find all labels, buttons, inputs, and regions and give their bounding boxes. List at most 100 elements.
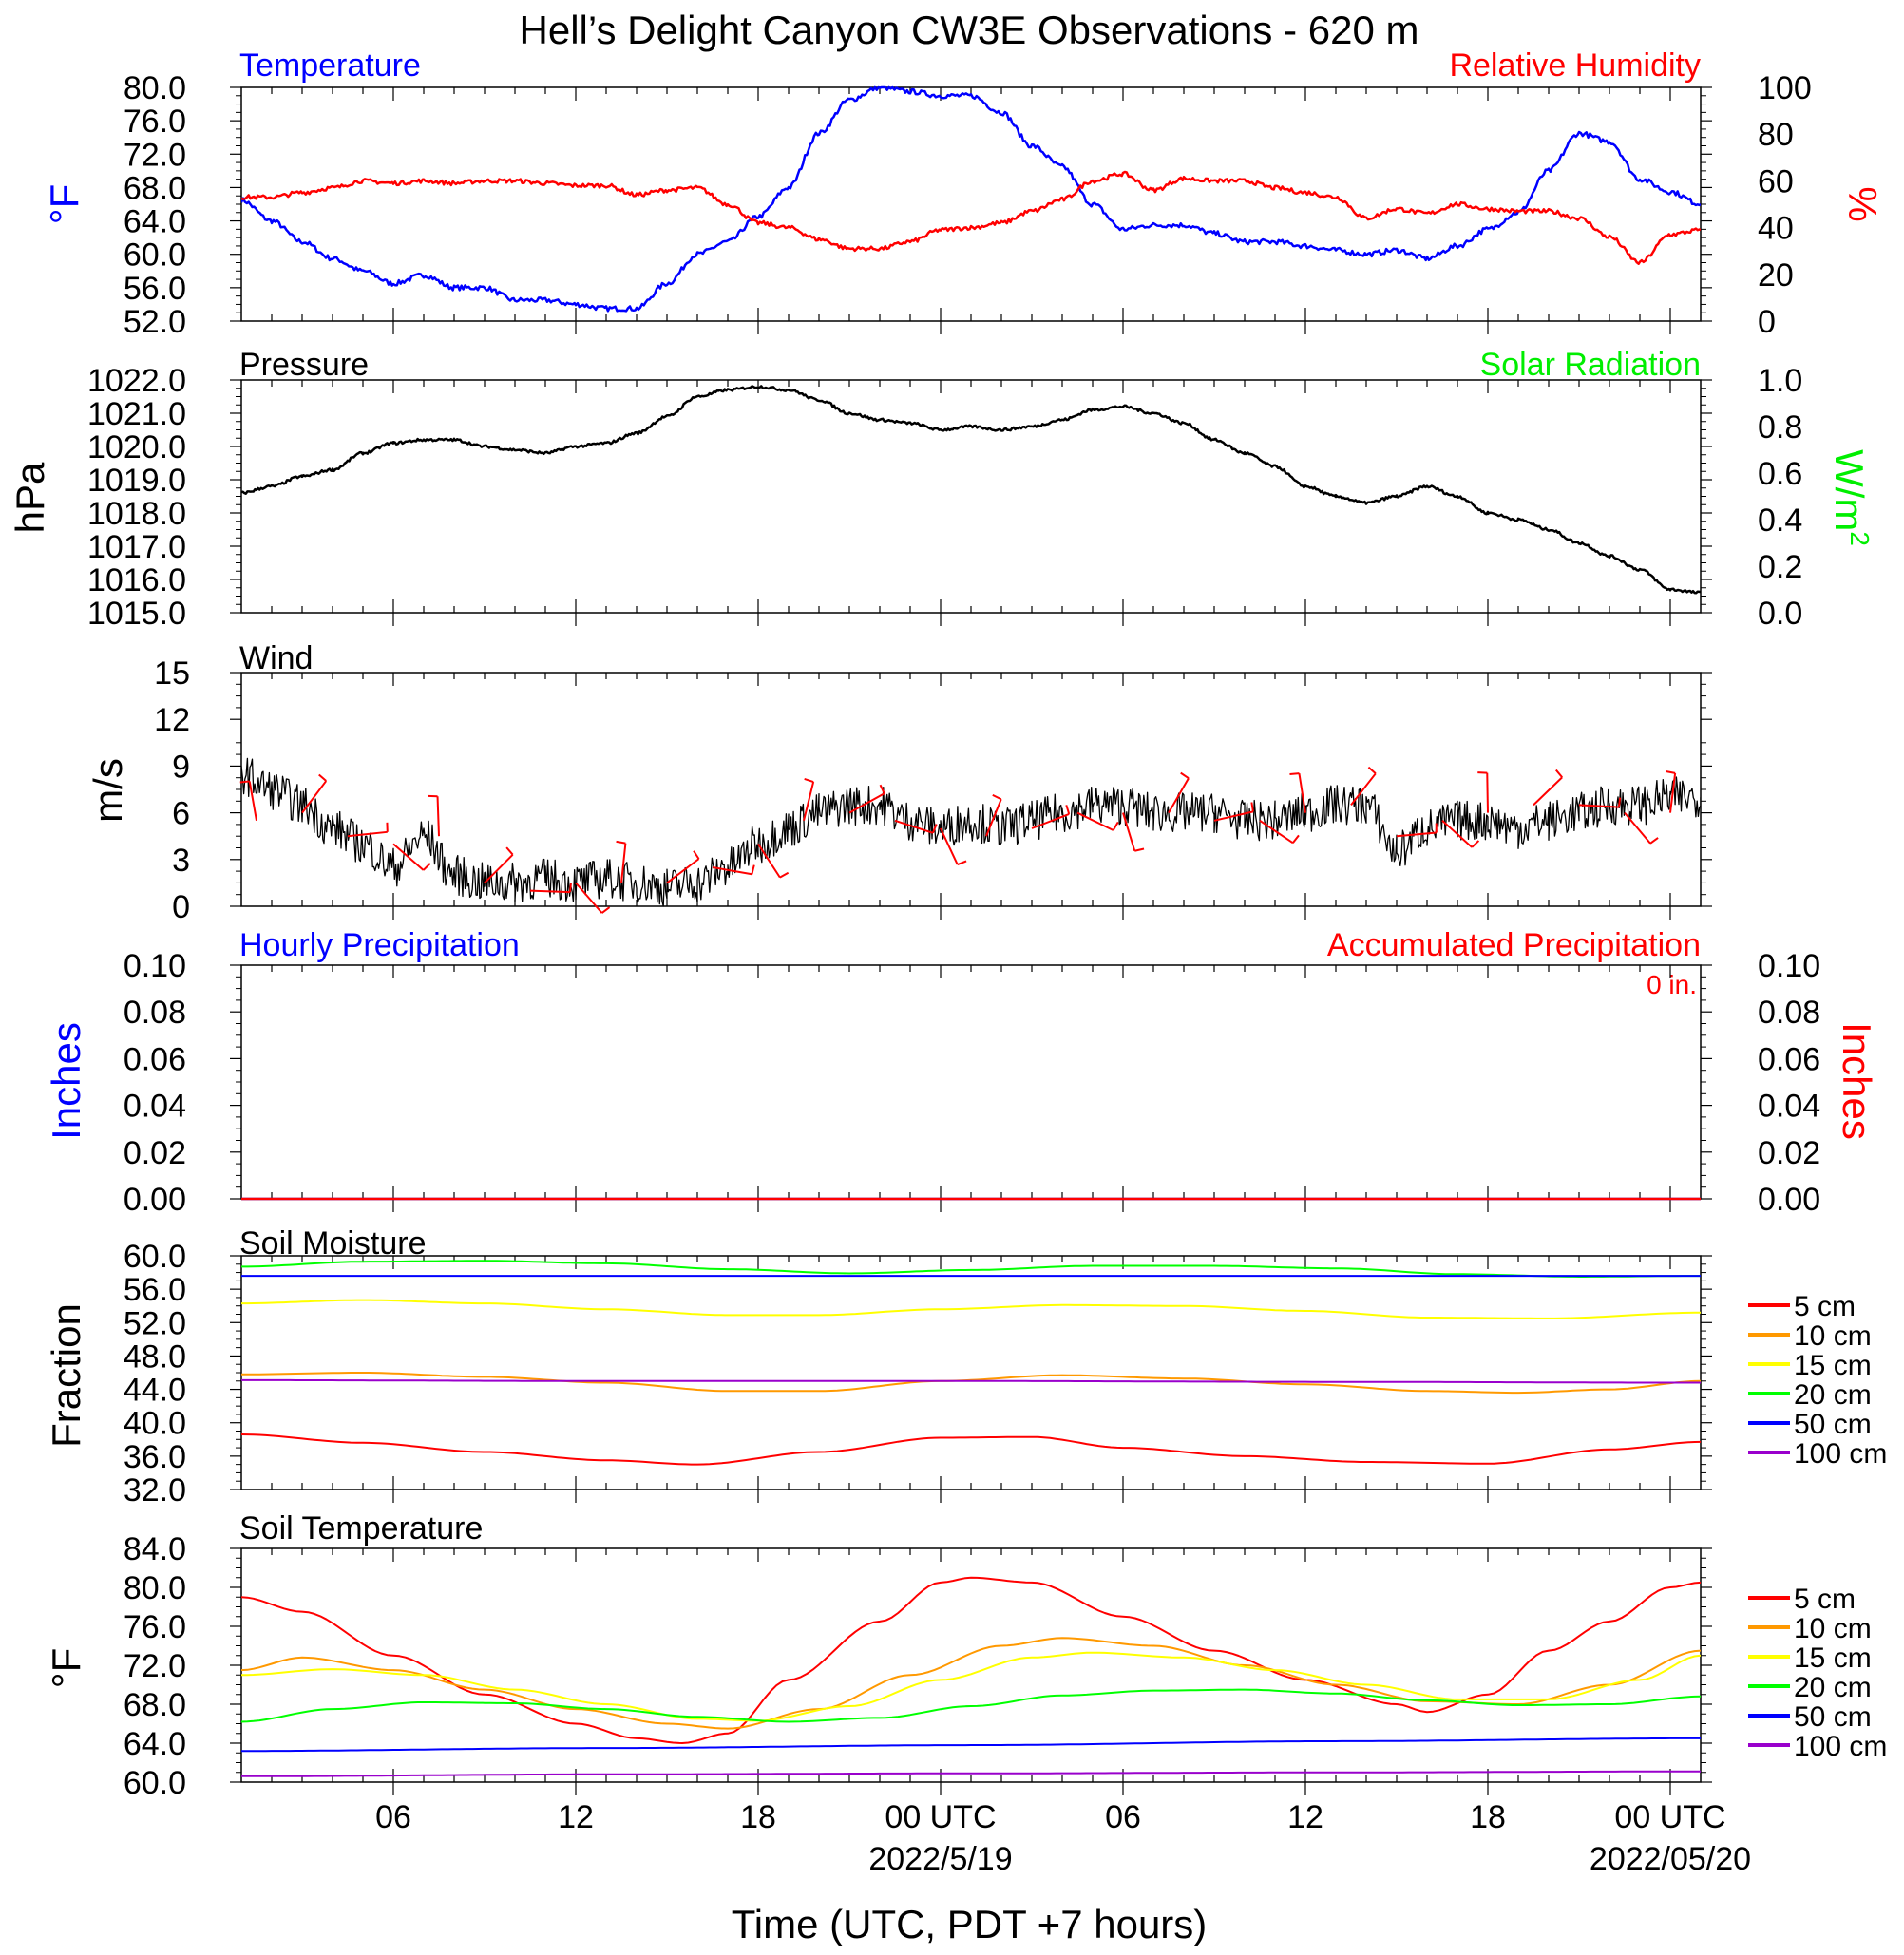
wind-barb: [757, 843, 781, 879]
y-tick-label-temp_rh: 52.0: [124, 304, 186, 340]
wind-barb-flag: [1289, 772, 1300, 775]
y-tick-label-right-precip: 0.08: [1758, 995, 1820, 1031]
series-group-temp_rh: [241, 85, 1701, 313]
y-tick-label-soil_moisture: 40.0: [124, 1406, 186, 1442]
series-group-soil_temperature: [241, 1576, 1701, 1777]
wind-barb: [1578, 804, 1619, 808]
wind-barb-flag: [1292, 834, 1300, 844]
wind-barb-flag: [568, 883, 573, 893]
wind-barb: [620, 843, 627, 883]
y-tick-label-wind: 15: [154, 655, 190, 692]
y-tick-label-pressure: 1015.0: [87, 596, 186, 632]
wind-barb: [1122, 812, 1136, 852]
wind-barb-flag: [1617, 797, 1622, 807]
y-tick-label-soil_temperature: 60.0: [124, 1765, 186, 1801]
wind-barb-flag: [1065, 805, 1071, 815]
wind-barb-flag: [1666, 770, 1676, 774]
y-tick-label-right-temp_rh: 0: [1758, 304, 1776, 340]
x-tick-label: 06: [375, 1799, 411, 1835]
y-tick-label-right-pressure: 0.8: [1758, 409, 1802, 446]
wind-barb-flag: [422, 863, 431, 871]
wind-barb-flag: [239, 780, 250, 784]
x-tick-label: 18: [740, 1799, 776, 1835]
y-tick-label-right-precip: 0.10: [1758, 948, 1820, 984]
wind-barb: [347, 830, 388, 838]
y-tick-label-soil_moisture: 56.0: [124, 1272, 186, 1308]
y-tick-label-right-precip: 0.04: [1758, 1089, 1820, 1125]
accumulated-precipitation-total: 0 in.: [1647, 970, 1697, 999]
series-line-soil_moisture-20-cm: [241, 1260, 1701, 1278]
y-tick-label-pressure: 1020.0: [87, 429, 186, 465]
figure-title: Hell’s Delight Canyon CW3E Observations …: [520, 8, 1419, 52]
legend-label-soil_temperature: 100 cm: [1794, 1731, 1887, 1762]
series-line-temp_rh-temperature: [241, 85, 1701, 313]
series-line-wind-wind-speed: [241, 757, 1701, 907]
y-tick-label-pressure: 1017.0: [87, 529, 186, 565]
y-tick-label-soil_temperature: 84.0: [124, 1531, 186, 1567]
wind-barb-flag: [1367, 766, 1377, 775]
panel-title-relative-humidity: Relative Humidity: [1449, 47, 1701, 84]
y-tick-label-soil_temperature: 72.0: [124, 1648, 186, 1684]
panel-title-soil-temperature: Soil Temperature: [239, 1510, 483, 1547]
x-date-label: 2022/05/20: [1590, 1841, 1751, 1877]
y-tick-label-pressure: 1021.0: [87, 396, 186, 432]
wind-barb-flag: [616, 840, 626, 845]
x-tick-label: 18: [1470, 1799, 1506, 1835]
wind-barb: [1168, 777, 1190, 814]
chart-marks: 80.076.072.068.064.060.056.052.010080604…: [87, 70, 1887, 1877]
wind-barb: [803, 781, 815, 822]
panel-wind: Wind m/s: [86, 640, 313, 823]
y-tick-label-right-temp_rh: 100: [1758, 70, 1812, 106]
wind-barb: [1213, 810, 1254, 822]
y-tick-label-wind: 12: [154, 702, 190, 738]
wind-barb: [940, 827, 959, 865]
legend-label-soil_temperature: 50 cm: [1794, 1701, 1872, 1733]
wind-barb: [1076, 811, 1114, 831]
y-tick-label-temp_rh: 56.0: [124, 271, 186, 307]
series-line-soil_temperature-15-cm: [241, 1651, 1701, 1722]
wind-barb: [301, 780, 328, 814]
x-tick-label: 12: [558, 1799, 594, 1835]
wind-barb: [392, 843, 425, 871]
y-tick-label-right-pressure: 0.0: [1758, 596, 1802, 632]
y-tick-label-soil_temperature: 64.0: [124, 1726, 186, 1762]
wind-barb-flag: [879, 784, 885, 794]
wind-barb-flag: [1555, 769, 1563, 778]
y-tick-label-right-precip: 0.00: [1758, 1182, 1820, 1218]
y-tick-label-precip: 0.10: [124, 948, 186, 984]
wind-barb: [894, 819, 934, 834]
y-axis-label-fraction: Fraction: [44, 1303, 88, 1448]
y-tick-label-right-precip: 0.02: [1758, 1135, 1820, 1171]
y-tick-label-right-pressure: 0.6: [1758, 456, 1802, 492]
wind-barb: [1031, 813, 1070, 829]
y-tick-label-temp_rh: 64.0: [124, 204, 186, 240]
wind-barb: [1350, 772, 1377, 807]
legend-label-soil_temperature: 10 cm: [1794, 1613, 1872, 1644]
wind-barb: [712, 866, 752, 876]
y-tick-label-pressure: 1018.0: [87, 496, 186, 532]
y-tick-label-right-temp_rh: 60: [1758, 163, 1794, 199]
legend-label-soil_temperature: 20 cm: [1794, 1672, 1872, 1703]
wind-barb-flag: [1649, 837, 1659, 845]
panel-title-pressure: Pressure: [239, 347, 369, 383]
wind-barb-flag: [992, 793, 1002, 801]
wind-barb: [1624, 811, 1651, 845]
series-line-soil_moisture-5-cm: [241, 1433, 1701, 1466]
legend-label-soil_temperature: 15 cm: [1794, 1642, 1872, 1674]
y-tick-label-right-temp_rh: 20: [1758, 257, 1794, 294]
legend-label-soil_moisture: 10 cm: [1794, 1320, 1872, 1352]
series-group-wind: [241, 757, 1701, 907]
x-tick-label: 06: [1105, 1799, 1141, 1835]
y-tick-label-wind: 9: [172, 749, 190, 785]
series-group-soil_moisture: [241, 1260, 1701, 1466]
wind-barb-flag: [693, 850, 700, 860]
legend-label-soil_moisture: 100 cm: [1794, 1438, 1887, 1470]
wind-barb-flag: [957, 860, 967, 865]
y-tick-label-precip: 0.02: [124, 1135, 186, 1171]
y-tick-label-soil_temperature: 76.0: [124, 1609, 186, 1645]
series-line-temp_rh-relative-humidity: [241, 170, 1701, 265]
series-line-soil_moisture-100-cm: [241, 1378, 1701, 1384]
wind-barb: [1486, 772, 1489, 813]
